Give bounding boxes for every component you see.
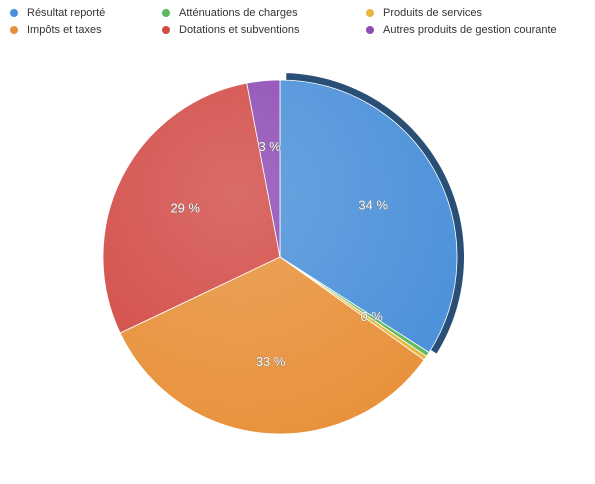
legend-item[interactable]: Impôts et taxes [10, 24, 102, 36]
legend-marker-icon [10, 9, 18, 17]
legend-item[interactable]: Atténuations de charges [162, 7, 298, 19]
pie-slices [102, 73, 465, 435]
pie-slice-label: 33 % [256, 354, 286, 369]
pie-slice-label: 0 % [360, 309, 383, 324]
pie-slice-label: 34 % [358, 197, 388, 212]
legend-item[interactable]: Autres produits de gestion courante [366, 24, 557, 36]
legend-marker-icon [162, 9, 170, 17]
pie-slice-labels: 34 % 0 % 33 % 29 % 3 % [170, 139, 389, 370]
legend-label: Impôts et taxes [27, 24, 102, 36]
pie-sheen [103, 80, 457, 434]
legend-marker-icon [162, 26, 170, 34]
legend-item[interactable]: Dotations et subventions [162, 24, 299, 36]
legend-label: Produits de services [383, 7, 483, 19]
legend-label: Atténuations de charges [179, 7, 298, 19]
legend-label: Résultat reporté [27, 7, 106, 19]
legend-item[interactable]: Produits de services [366, 7, 482, 19]
legend-marker-icon [366, 9, 374, 17]
pie-slice-label: 29 % [170, 200, 200, 215]
pie-slice-edge [286, 73, 465, 354]
legend-marker-icon [366, 26, 374, 34]
legend-item[interactable]: Résultat reporté [10, 7, 105, 19]
legend-label: Autres produits de gestion courante [383, 24, 557, 36]
chart-legend: Résultat reporté Atténuations de charges P… [0, 0, 595, 56]
pie-slice-label: 3 % [258, 139, 281, 154]
legend-label: Dotations et subventions [179, 24, 300, 36]
legend-marker-icon [10, 26, 18, 34]
